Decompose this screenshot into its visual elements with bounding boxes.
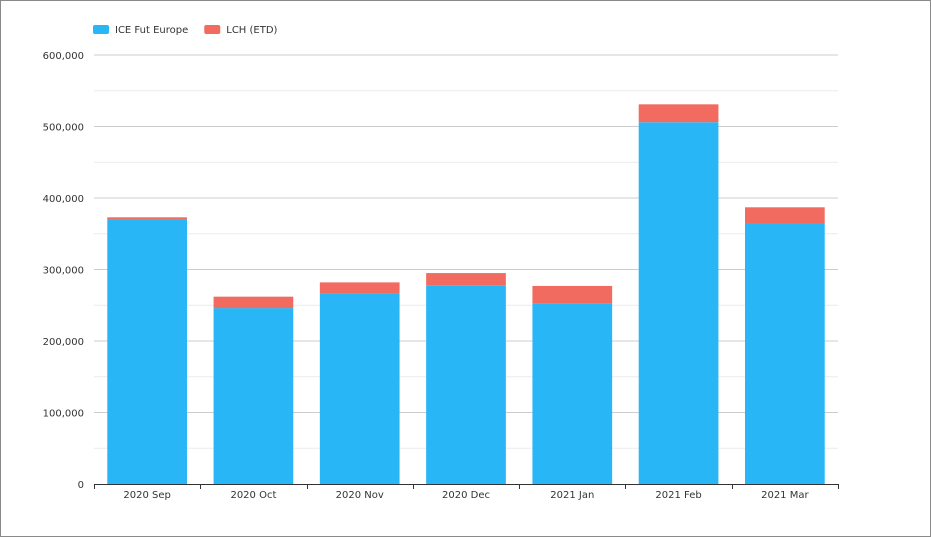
y-axis: 0 100,000 200,000 300,000 400,000 500,000 600,…	[43, 51, 84, 491]
x-tick-label: 2020 Sep	[123, 490, 170, 501]
x-tick-label: 2020 Nov	[336, 490, 384, 501]
bar-ice-fut-europe-2020-nov[interactable]	[319, 293, 400, 484]
x-tick-label: 2021 Mar	[761, 490, 809, 501]
bar-lch-etd-2020-nov[interactable]	[319, 282, 400, 294]
bar-ice-fut-europe-2021-jan[interactable]	[532, 303, 613, 484]
y-tick-label: 0	[78, 480, 84, 491]
bar-lch-etd-2021-mar[interactable]	[745, 207, 825, 224]
y-tick-label: 300,000	[43, 266, 84, 277]
bar-ice-fut-europe-2020-oct[interactable]	[213, 308, 294, 484]
x-tick-label: 2021 Feb	[655, 490, 701, 501]
x-tick-label: 2021 Jan	[550, 490, 594, 501]
legend-label-0[interactable]: ICE Fut Europe	[115, 25, 188, 36]
y-tick-label: 500,000	[43, 123, 84, 134]
bar-lch-etd-2020-oct[interactable]	[213, 296, 294, 309]
bars	[107, 104, 825, 485]
legend: ICE Fut Europe LCH (ETD)	[93, 25, 278, 36]
legend-label-1[interactable]: LCH (ETD)	[226, 25, 277, 36]
bar-lch-etd-2021-feb[interactable]	[638, 104, 719, 123]
legend-swatch-1[interactable]	[204, 25, 221, 34]
x-axis: 2020 Sep 2020 Oct 2020 Nov 2020 Dec 2021 Jan…	[94, 484, 839, 501]
y-tick-label: 400,000	[43, 194, 84, 205]
bar-ice-fut-europe-2021-feb[interactable]	[638, 122, 719, 485]
bar-lch-etd-2020-sep[interactable]	[107, 217, 187, 220]
y-tick-label: 200,000	[43, 337, 84, 348]
legend-swatch-0[interactable]	[93, 25, 109, 34]
y-tick-label: 600,000	[43, 51, 84, 62]
x-tick-label: 2020 Oct	[230, 490, 276, 501]
bar-lch-etd-2021-jan[interactable]	[532, 285, 613, 304]
bar-lch-etd-2020-dec[interactable]	[426, 273, 506, 286]
bar-ice-fut-europe-2021-mar[interactable]	[745, 223, 825, 484]
bar-ice-fut-europe-2020-dec[interactable]	[426, 285, 506, 484]
bar-ice-fut-europe-2020-sep[interactable]	[107, 219, 187, 484]
x-tick-label: 2020 Dec	[442, 490, 490, 501]
y-tick-label: 100,000	[43, 409, 84, 420]
